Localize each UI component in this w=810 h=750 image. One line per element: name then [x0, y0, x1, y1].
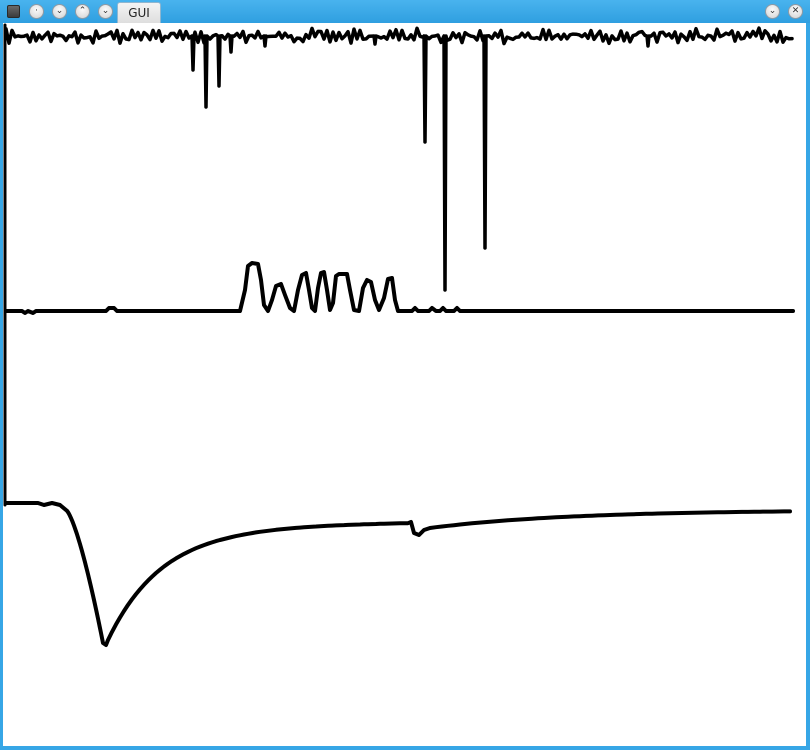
- shade-glyph: ⌄: [55, 6, 64, 16]
- shade-icon[interactable]: ⌄: [52, 4, 67, 19]
- minimize-glyph: ⌄: [768, 6, 777, 16]
- pulse-middle-trace: [4, 261, 795, 315]
- plot-canvas: [3, 23, 806, 746]
- noisy-top-trace: [4, 26, 794, 292]
- keep-below-icon[interactable]: ⌄: [98, 4, 113, 19]
- decay-bottom-trace: [4, 501, 792, 647]
- window-titlebar[interactable]: · ⌄ ⌃ ⌄ GUI ⌄ ✕: [0, 0, 810, 23]
- close-icon[interactable]: ✕: [788, 4, 803, 19]
- keep-below-glyph: ⌄: [101, 6, 110, 16]
- traces-svg: [3, 23, 795, 647]
- on-all-desktops-icon[interactable]: ·: [29, 4, 44, 19]
- keep-above-glyph: ⌃: [78, 6, 87, 16]
- close-glyph: ✕: [791, 6, 800, 16]
- window-title[interactable]: GUI: [117, 2, 161, 23]
- minimize-icon[interactable]: ⌄: [765, 4, 780, 19]
- app-menu-icon[interactable]: [7, 5, 20, 18]
- keep-above-icon[interactable]: ⌃: [75, 4, 90, 19]
- on-all-desktops-glyph: ·: [35, 6, 38, 16]
